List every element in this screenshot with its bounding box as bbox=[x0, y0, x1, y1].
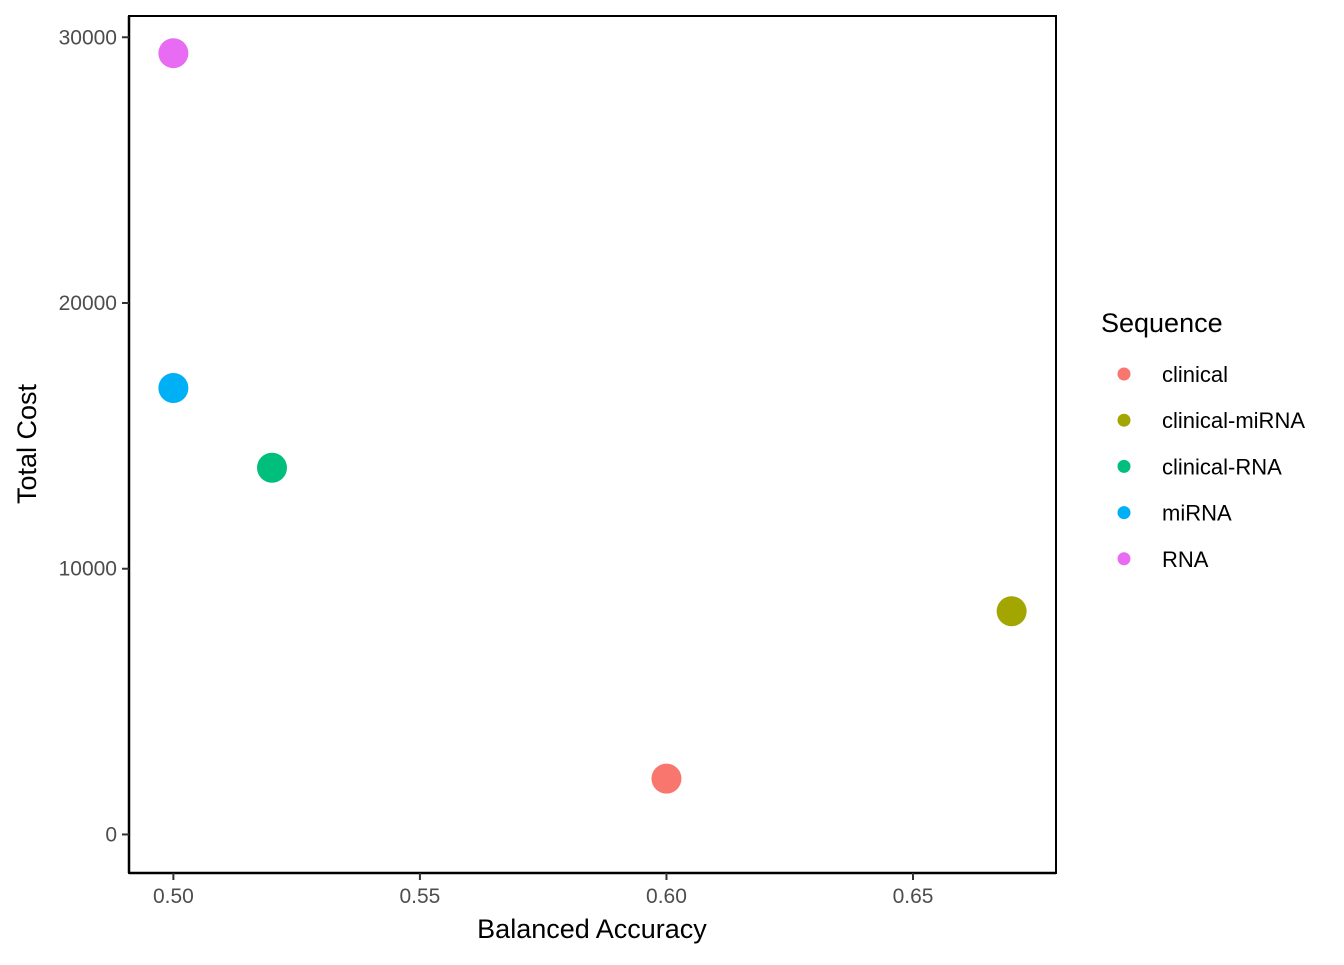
data-point-clinical bbox=[651, 763, 682, 794]
legend-key-miRNA bbox=[1117, 506, 1131, 520]
data-point-miRNA bbox=[158, 373, 189, 404]
legend-label-miRNA: miRNA bbox=[1162, 501, 1232, 526]
y-axis-title: Total Cost bbox=[12, 383, 42, 504]
x-tick-label: 0.50 bbox=[153, 885, 194, 908]
legend-label-clinical-RNA: clinical-RNA bbox=[1162, 454, 1282, 479]
legend-key-RNA bbox=[1117, 552, 1131, 566]
x-tick-label: 0.65 bbox=[893, 885, 934, 908]
data-point-RNA bbox=[158, 38, 189, 69]
y-tick-label: 0 bbox=[105, 823, 117, 846]
legend: clinical clinical-miRNA clinical-RNA miRNA R… bbox=[1117, 362, 1305, 572]
x-axis-ticks: 0.50 0.55 0.60 0.65 bbox=[153, 873, 934, 908]
legend-label-clinical-miRNA: clinical-miRNA bbox=[1162, 408, 1305, 433]
x-tick-label: 0.60 bbox=[646, 885, 687, 908]
x-axis-title: Balanced Accuracy bbox=[477, 914, 707, 944]
plot-panel-border bbox=[128, 15, 1057, 874]
x-tick-label: 0.55 bbox=[399, 885, 440, 908]
legend-label-clinical: clinical bbox=[1162, 362, 1228, 387]
data-point-clinical-RNA bbox=[256, 452, 287, 483]
legend-title: Sequence bbox=[1101, 308, 1223, 338]
data-point-clinical-miRNA bbox=[996, 596, 1027, 627]
legend-label-RNA: RNA bbox=[1162, 547, 1209, 572]
legend-key-clinical bbox=[1117, 367, 1131, 381]
legend-key-clinical-miRNA bbox=[1117, 413, 1131, 427]
y-axis-ticks: 0 10000 20000 30000 bbox=[59, 26, 129, 846]
legend-key-clinical-RNA bbox=[1117, 459, 1131, 473]
y-tick-label: 10000 bbox=[59, 558, 117, 581]
y-tick-label: 20000 bbox=[59, 292, 117, 315]
y-tick-label: 30000 bbox=[59, 26, 117, 49]
data-points bbox=[158, 38, 1027, 794]
